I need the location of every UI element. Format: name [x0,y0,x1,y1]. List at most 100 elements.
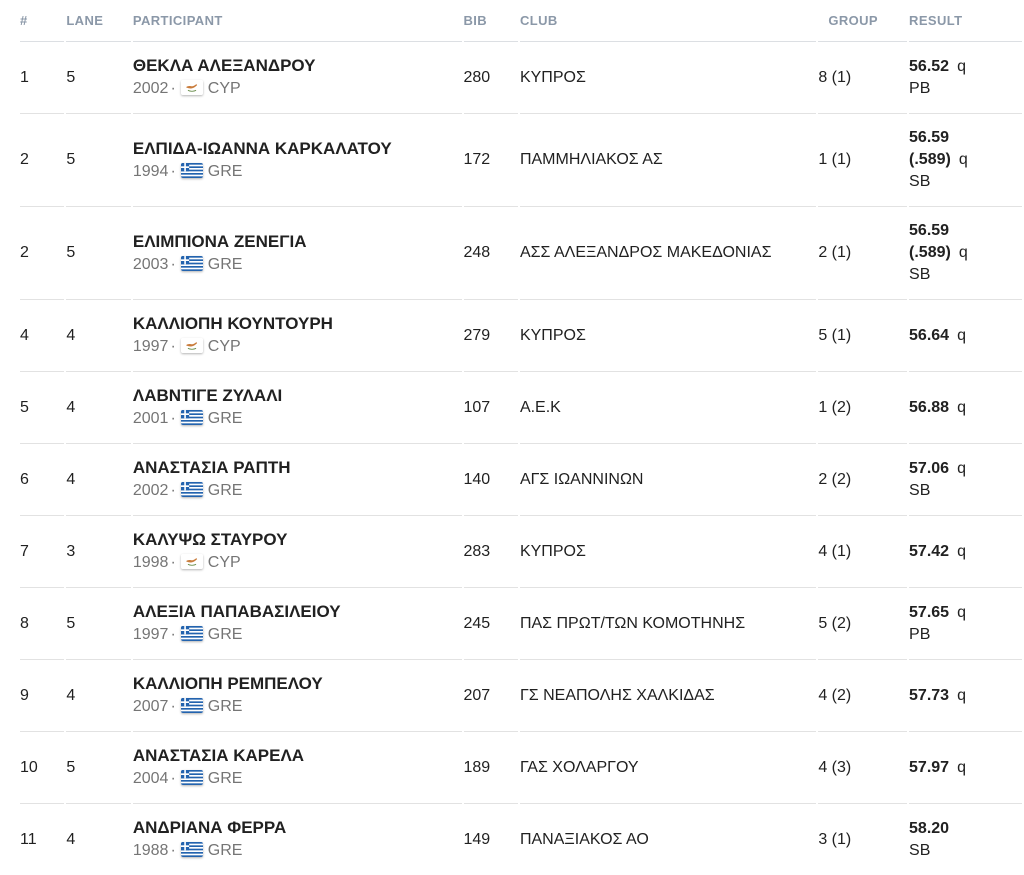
participant-cell: ΚΑΛΥΨΩ ΣΤΑΥΡΟΥ 1998 · CYP [132,516,462,588]
result-row[interactable]: 7 3 ΚΑΛΥΨΩ ΣΤΑΥΡΟΥ 1998 · CYP 283 ΚΥΠΡΟΣ 4… [20,516,1022,588]
birth-year: 1994 [132,162,169,180]
result-cell: 57.97 q [909,732,1022,804]
result-value: 57.42 [909,542,950,560]
greece-flag-icon [180,698,203,713]
result-value: 56.88 [909,398,950,416]
place-cell: 4 [20,300,65,372]
greece-flag-icon [180,162,203,178]
meta-separator-dot: · [170,410,176,427]
result-row[interactable]: 9 4 ΚΑΛΛΙΟΠΗ ΡΕΜΠΕΛΟΥ 2007 · GRE 207 ΓΣ ΝΕ… [20,660,1022,732]
meta-separator-dot: · [170,554,176,571]
country-code: GRE [207,842,243,859]
qualifier-flag: q [957,326,966,344]
result-row[interactable]: 6 4 ΑΝΑΣΤΑΣΙΑ ΡΑΠΤΗ 2002 · GRE 140 ΑΓΣ ΙΩΑ… [20,444,1022,516]
result-row[interactable]: 10 5 ΑΝΑΣΤΑΣΙΑ ΚΑΡΕΛΑ 2004 · GRE 189 ΓΑΣ Χ… [20,732,1022,804]
result-value-line: 56.59 (.589) q [909,127,1008,171]
club-cell: ΑΓΣ ΙΩΑΝΝΙΝΩΝ [519,444,817,516]
lane-cell: 5 [66,207,131,300]
result-value-line: 57.97 q [909,757,1008,779]
bib-cell: 107 [463,372,518,444]
meta-separator-dot: · [170,842,176,859]
country-code: GRE [207,482,243,499]
result-note: SB [909,481,931,499]
meta-separator-dot: · [170,162,176,180]
bib-cell: 140 [463,444,518,516]
lane-cell: 5 [66,588,131,660]
result-row[interactable]: 5 4 ΛΑΒΝΤΙΓΕ ΖΥΛΑΛΙ 2001 · GRE 107 Α.Ε.Κ 1… [20,372,1022,444]
country-code: CYP [207,554,241,571]
place-cell: 9 [20,660,65,732]
lane-cell: 5 [66,732,131,804]
result-value-line: 57.06 q [909,458,1008,480]
result-cell: 57.06 q SB [909,444,1022,516]
lane-cell: 4 [66,804,131,875]
bib-cell: 172 [463,114,518,207]
col-header-group: GROUP [818,0,908,42]
result-row[interactable]: 11 4 ΑΝΔΡΙΑΝΑ ΦΕΡΡΑ 1988 · GRE 149 ΠΑΝΑΞΙΑ… [20,804,1022,875]
col-header-club: CLUB [519,0,817,42]
result-note: SB [909,266,931,283]
club-cell: Α.Ε.Κ [519,372,817,444]
place-cell: 10 [20,732,65,804]
result-value-line: 56.64 q [909,325,1008,347]
result-value: 56.59 (.589) [909,129,951,168]
participant-name: ΚΑΛΥΨΩ ΣΤΑΥΡΟΥ [132,530,288,549]
participant-name: ΘΕΚΛΑ ΑΛΕΞΑΝΔΡΟΥ [132,56,316,75]
participant-cell: ΚΑΛΛΙΟΠΗ ΡΕΜΠΕΛΟΥ 2007 · GRE [132,660,462,732]
lane-cell: 4 [66,444,131,516]
group-cell: 3 (1) [818,804,907,875]
group-cell: 1 (1) [818,114,908,207]
place-cell: 2 [20,114,65,207]
country-code: GRE [207,770,243,787]
group-cell: 1 (2) [818,372,908,444]
participant-meta: 1988 · GRE [133,839,462,862]
lane-cell: 3 [66,516,131,588]
club-cell: ΠΑΜΜΗΛΙΑΚΟΣ ΑΣ [519,114,817,207]
header-row: # LANE PARTICIPANT BIB CLUB GROUP RESULT [20,0,1022,42]
birth-year: 2004 [132,770,169,787]
result-cell: 58.20 SB [909,804,1022,875]
lane-cell: 5 [66,114,131,207]
lane-cell: 4 [66,372,131,444]
group-cell: 5 (2) [818,588,908,660]
table-header: # LANE PARTICIPANT BIB CLUB GROUP RESULT [20,0,1022,42]
group-cell: 2 (1) [818,207,908,300]
result-value: 56.59 (.589) [909,222,951,261]
birth-year: 2003 [132,255,169,273]
group-cell: 4 (2) [818,660,908,732]
greece-flag-icon [180,410,203,425]
participant-name: ΕΛΙΜΠΙΟΝΑ ΖΕΝΕΓΙΑ [132,231,307,251]
club-cell: ΓΣ ΝΕΑΠΟΛΗΣ ΧΑΛΚΙΔΑΣ [519,660,817,732]
club-cell: ΚΥΠΡΟΣ [519,42,817,114]
birth-year: 2002 [132,80,169,97]
result-value-line: 56.59 (.589) q [909,220,1008,264]
birth-year: 1988 [132,842,169,859]
result-value-line: 56.52 q [909,56,1008,78]
participant-cell: ΑΛΕΞΙΑ ΠΑΠΑΒΑΣΙΛΕΙΟΥ 1997 · GRE [132,588,462,660]
col-header-bib: BIB [463,0,518,42]
meta-separator-dot: · [170,626,176,643]
result-row[interactable]: 4 4 ΚΑΛΛΙΟΠΗ ΚΟΥΝΤΟΥΡΗ 1997 · CYP 279 ΚΥΠΡ… [20,300,1022,372]
result-cell: 57.73 q [909,660,1022,732]
result-note: PB [909,79,931,97]
result-cell: 57.65 q PB [909,588,1022,660]
result-row[interactable]: 1 5 ΘΕΚΛΑ ΑΛΕΞΑΝΔΡΟΥ 2002 · CYP 280 ΚΥΠΡΟΣ… [20,42,1022,114]
result-value: 57.97 [909,758,950,776]
birth-year: 2001 [132,410,169,427]
result-row[interactable]: 2 5 ΕΛΠΙΔΑ-ΙΩΑΝΝΑ ΚΑΡΚΑΛΑΤΟΥ 1994 · GRE 17… [20,114,1022,207]
place-cell: 2 [20,207,65,300]
place-cell: 1 [20,42,65,114]
birth-year: 1998 [132,554,169,571]
result-row[interactable]: 2 5 ΕΛΙΜΠΙΟΝΑ ΖΕΝΕΓΙΑ 2003 · GRE 248 ΑΣΣ Α… [20,207,1022,300]
result-row[interactable]: 8 5 ΑΛΕΞΙΑ ΠΑΠΑΒΑΣΙΛΕΙΟΥ 1997 · GRE 245 ΠΑ… [20,588,1022,660]
bib-cell: 283 [463,516,518,588]
qualifier-flag: q [957,398,966,416]
result-cell: 57.42 q [909,516,1022,588]
bib-cell: 207 [463,660,518,732]
country-code: GRE [207,626,243,643]
result-cell: 56.52 q PB [909,42,1022,114]
result-value: 56.52 [909,57,950,75]
place-cell: 11 [20,804,64,875]
qualifier-flag: q [957,603,966,621]
